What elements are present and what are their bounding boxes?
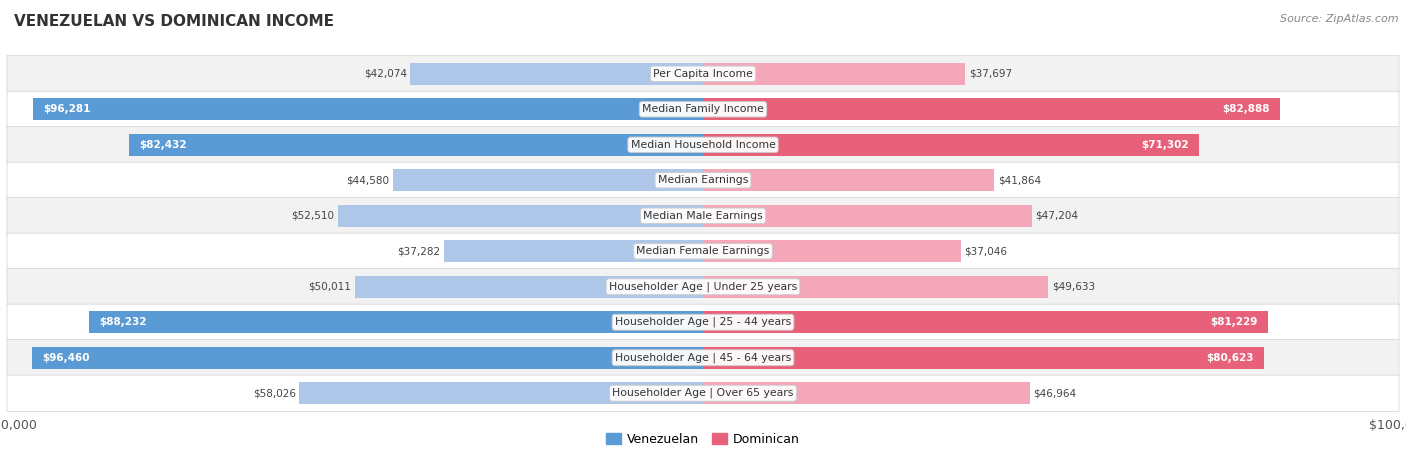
Text: Householder Age | 45 - 64 years: Householder Age | 45 - 64 years <box>614 353 792 363</box>
FancyBboxPatch shape <box>7 304 1399 340</box>
FancyBboxPatch shape <box>7 91 1399 127</box>
Text: $47,204: $47,204 <box>1035 211 1078 221</box>
Text: $37,282: $37,282 <box>396 246 440 256</box>
Bar <box>703 382 1029 404</box>
Text: Median Female Earnings: Median Female Earnings <box>637 246 769 256</box>
FancyBboxPatch shape <box>7 340 1399 376</box>
Text: Householder Age | 25 - 44 years: Householder Age | 25 - 44 years <box>614 317 792 327</box>
Text: Householder Age | Under 25 years: Householder Age | Under 25 years <box>609 282 797 292</box>
Bar <box>703 347 1264 369</box>
Bar <box>392 169 703 191</box>
Bar <box>703 63 966 85</box>
Text: Median Family Income: Median Family Income <box>643 104 763 114</box>
Text: $41,864: $41,864 <box>998 175 1040 185</box>
Text: Householder Age | Over 65 years: Householder Age | Over 65 years <box>612 388 794 398</box>
Bar <box>411 63 703 85</box>
Bar <box>703 98 1279 120</box>
Text: $42,074: $42,074 <box>364 69 406 79</box>
Text: $81,229: $81,229 <box>1211 317 1258 327</box>
Bar <box>32 347 703 369</box>
Text: Median Earnings: Median Earnings <box>658 175 748 185</box>
Bar <box>299 382 703 404</box>
Bar <box>129 134 703 156</box>
FancyBboxPatch shape <box>7 127 1399 163</box>
FancyBboxPatch shape <box>7 269 1399 305</box>
Bar <box>337 205 703 227</box>
Text: $58,026: $58,026 <box>253 388 295 398</box>
Bar <box>703 205 1032 227</box>
Text: Median Male Earnings: Median Male Earnings <box>643 211 763 221</box>
FancyBboxPatch shape <box>7 56 1399 92</box>
Text: $80,623: $80,623 <box>1206 353 1254 363</box>
Text: $46,964: $46,964 <box>1033 388 1077 398</box>
Bar <box>703 240 960 262</box>
Text: $88,232: $88,232 <box>100 317 146 327</box>
Text: Per Capita Income: Per Capita Income <box>652 69 754 79</box>
Bar <box>354 276 703 298</box>
Bar <box>443 240 703 262</box>
Bar <box>89 311 703 333</box>
Text: VENEZUELAN VS DOMINICAN INCOME: VENEZUELAN VS DOMINICAN INCOME <box>14 14 335 29</box>
Text: $50,011: $50,011 <box>308 282 352 292</box>
Text: $44,580: $44,580 <box>346 175 389 185</box>
Bar <box>703 276 1049 298</box>
Text: $82,432: $82,432 <box>139 140 187 150</box>
Bar <box>703 169 994 191</box>
Bar <box>703 134 1199 156</box>
Bar <box>703 311 1268 333</box>
Text: $96,281: $96,281 <box>44 104 91 114</box>
Text: Median Household Income: Median Household Income <box>630 140 776 150</box>
Text: Source: ZipAtlas.com: Source: ZipAtlas.com <box>1281 14 1399 24</box>
FancyBboxPatch shape <box>7 198 1399 234</box>
FancyBboxPatch shape <box>7 233 1399 269</box>
Text: $82,888: $82,888 <box>1222 104 1270 114</box>
FancyBboxPatch shape <box>7 162 1399 198</box>
Text: $37,697: $37,697 <box>969 69 1012 79</box>
Text: $96,460: $96,460 <box>42 353 90 363</box>
Text: $52,510: $52,510 <box>291 211 335 221</box>
Text: $49,633: $49,633 <box>1052 282 1095 292</box>
Text: $71,302: $71,302 <box>1142 140 1189 150</box>
Bar <box>32 98 703 120</box>
FancyBboxPatch shape <box>7 375 1399 411</box>
Legend: Venezuelan, Dominican: Venezuelan, Dominican <box>600 428 806 451</box>
Text: $37,046: $37,046 <box>965 246 1007 256</box>
